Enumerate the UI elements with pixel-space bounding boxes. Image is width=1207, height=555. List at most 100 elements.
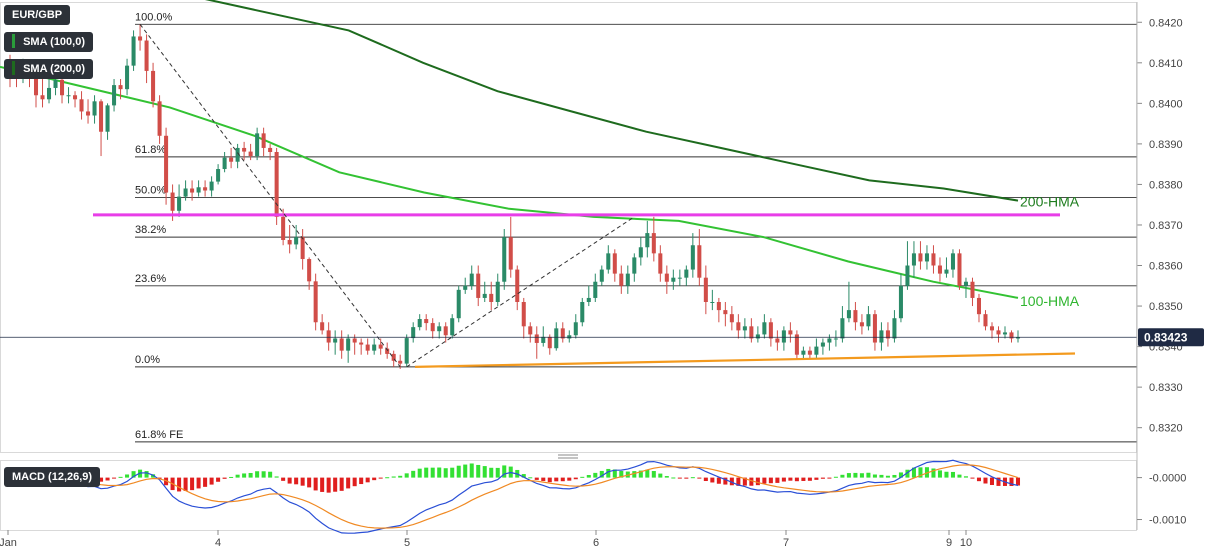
macd-histogram-bar <box>534 477 539 480</box>
candle-body <box>775 338 780 343</box>
macd-histogram-bar <box>456 465 461 478</box>
macd-histogram-bar <box>346 477 351 489</box>
candle-body <box>190 188 195 193</box>
candle-body <box>222 157 227 170</box>
candle-body <box>476 273 481 298</box>
macd-histogram-bar <box>801 477 806 481</box>
sma100-legend[interactable]: SMA (100,0) <box>4 32 94 52</box>
macd-histogram-bar <box>398 475 403 478</box>
candle-body <box>164 135 169 193</box>
macd-histogram-bar <box>580 476 585 478</box>
candle-body <box>261 133 266 148</box>
macd-histogram-bar <box>151 474 156 478</box>
macd-histogram-bar <box>950 471 955 478</box>
macd-histogram-bar <box>632 471 637 478</box>
macd-histogram-bar <box>833 476 838 478</box>
macd-histogram-bar <box>664 476 669 478</box>
symbol-label[interactable]: EUR/GBP <box>4 5 71 25</box>
fib-label: 0.0% <box>135 354 160 366</box>
candle-body <box>229 157 234 162</box>
candle-body <box>378 344 383 349</box>
candle-body <box>450 318 455 336</box>
moving-averages: 200-HMA 100-HMA <box>0 0 1080 309</box>
candle-body <box>560 328 565 339</box>
candle-body <box>398 360 403 364</box>
macd-histogram-bar <box>820 477 825 479</box>
macd-histogram-bar <box>911 467 916 478</box>
macd-histogram-bar <box>196 477 201 489</box>
macd-histogram-bar <box>229 476 234 478</box>
macd-histogram-bar <box>177 477 182 492</box>
candle-body <box>573 322 578 336</box>
candle-body <box>248 151 253 157</box>
candle-body <box>242 147 247 152</box>
macd-histogram-bar <box>554 477 559 482</box>
candle-body <box>989 326 995 331</box>
macd-histogram-bar <box>976 477 981 482</box>
macd-legend[interactable]: MACD (12,26,9) <box>4 467 101 487</box>
candle-body <box>268 147 273 152</box>
candle-body <box>963 281 968 286</box>
candle-body <box>807 350 812 355</box>
candle-body <box>671 277 676 282</box>
macd-histogram-bar <box>307 477 312 488</box>
candle-body <box>814 346 819 355</box>
macd-histogram-bar <box>521 474 526 478</box>
candle-body <box>931 253 936 266</box>
candle-body <box>320 322 325 331</box>
candle-body <box>638 247 643 258</box>
macd-histogram-bar <box>339 477 344 491</box>
macd-histogram-bar <box>931 468 936 478</box>
macd-histogram-bar <box>313 477 318 491</box>
symbol-text: EUR/GBP <box>12 9 63 21</box>
price-tick-label: 0.8360 <box>1149 261 1183 273</box>
candle-body <box>183 188 188 197</box>
candle-body <box>794 334 799 355</box>
candle-body <box>92 101 97 116</box>
macd-histogram-bar <box>677 477 682 479</box>
macd-histogram-bar <box>365 477 370 483</box>
candle-body <box>281 216 286 240</box>
candle-body <box>781 330 786 343</box>
macd-histogram-bar <box>502 465 507 478</box>
candle-body <box>372 344 377 351</box>
candle-body <box>690 245 695 270</box>
macd-histogram-bar <box>268 471 273 478</box>
macd-histogram-bar <box>287 477 292 484</box>
candle-body <box>827 338 832 343</box>
candle-body <box>209 181 214 191</box>
macd-histogram-bar <box>723 477 728 485</box>
macd-histogram-bar <box>690 477 695 479</box>
candle-body <box>723 310 728 315</box>
macd-histogram-bar <box>905 469 910 478</box>
sma200-legend[interactable]: SMA (200,0) <box>4 59 94 79</box>
macd-histogram-bar <box>469 463 474 478</box>
macd-histogram-bar <box>300 477 305 486</box>
candle-body <box>1009 332 1014 339</box>
macd-histogram-bar <box>638 470 643 478</box>
candle-body <box>456 289 461 319</box>
candle-body <box>729 314 734 323</box>
candle-body <box>203 187 208 191</box>
candle-body <box>606 253 611 270</box>
macd-histogram-bar <box>482 466 487 478</box>
hma100-label: 100-HMA <box>1020 293 1080 309</box>
candle-body <box>99 101 104 132</box>
candle-body <box>625 273 630 286</box>
candle-body <box>177 196 182 211</box>
candle-body <box>554 328 559 349</box>
macd-histogram-bar <box>1009 477 1014 487</box>
macd-histogram-bar <box>105 477 110 481</box>
price-axis: 0.83200.83300.83400.83500.83600.83700.83… <box>0 17 1204 435</box>
candle-body <box>73 95 78 100</box>
time-axis: Jan 4 5 6 7 9 10 <box>0 2 1138 549</box>
candle-body <box>528 326 533 335</box>
macd-panel: -0.0000 -0.0010 <box>7 459 1186 534</box>
macd-histogram-bar <box>424 467 429 478</box>
candle-body <box>1002 332 1008 335</box>
candle-body <box>788 330 793 335</box>
time-tick-label: 4 <box>215 537 221 549</box>
candle-body <box>86 111 91 116</box>
